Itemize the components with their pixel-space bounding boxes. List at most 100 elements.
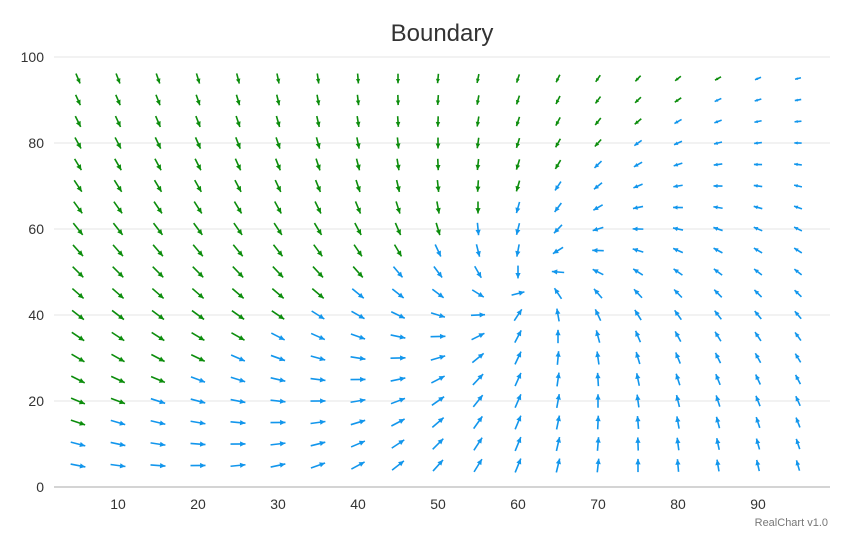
vector-arrow-head xyxy=(635,394,641,401)
vector-arrow xyxy=(475,222,481,236)
vector-arrow-head xyxy=(79,442,86,448)
vector-arrow-head xyxy=(198,335,205,341)
vector-arrow-head xyxy=(515,142,520,148)
vector-arrow-head xyxy=(516,458,522,465)
vector-arrow xyxy=(312,265,324,279)
vector-arrow xyxy=(351,310,365,320)
vector-arrow xyxy=(714,310,722,320)
vector-arrow xyxy=(435,95,441,105)
vector-arrow xyxy=(515,159,521,170)
vector-arrow xyxy=(114,158,122,171)
vector-arrow-head xyxy=(714,310,720,317)
vector-arrow-head xyxy=(555,458,561,465)
vector-arrow xyxy=(232,266,244,278)
vector-arrow-head xyxy=(477,374,484,380)
vector-arrow xyxy=(515,137,521,149)
vector-arrow-head xyxy=(77,250,84,257)
vector-arrow xyxy=(753,247,763,254)
vector-arrow-head xyxy=(395,78,401,84)
vector-arrow-head xyxy=(633,162,639,167)
vector-arrow xyxy=(152,266,164,278)
vector-arrow-head xyxy=(158,377,165,383)
vector-arrow xyxy=(390,334,406,340)
y-tick-label: 60 xyxy=(28,221,44,237)
vector-arrow xyxy=(555,329,561,344)
vector-arrow-head xyxy=(595,99,600,104)
vector-arrow-head xyxy=(116,164,122,171)
vector-arrow-head xyxy=(396,250,402,257)
vector-arrow-head xyxy=(279,398,286,404)
vector-arrow-head xyxy=(714,120,719,124)
vector-arrow-head xyxy=(476,271,482,278)
vector-arrow-head xyxy=(675,373,681,380)
vector-arrow-head xyxy=(359,419,366,425)
vector-arrow-head xyxy=(395,186,401,192)
vector-arrow xyxy=(794,141,802,145)
vector-arrow-head xyxy=(555,437,561,443)
vector-arrow-head xyxy=(356,207,361,214)
vector-arrow xyxy=(471,352,485,364)
vector-arrow-head xyxy=(675,77,679,81)
vector-arrow-head xyxy=(592,269,599,275)
vector-arrow-head xyxy=(199,377,206,383)
vector-arrow xyxy=(152,244,164,257)
vector-arrow xyxy=(592,247,604,253)
vector-arrow-head xyxy=(713,205,718,210)
vector-arrow-head xyxy=(795,396,800,402)
vector-arrow-head xyxy=(320,398,326,404)
vector-arrow xyxy=(674,330,682,343)
vector-arrow-head xyxy=(673,184,678,189)
vector-arrow-head xyxy=(551,269,558,275)
vector-arrow xyxy=(714,97,722,103)
vector-arrow-head xyxy=(515,250,521,257)
vector-arrow-head xyxy=(794,269,799,274)
vector-arrow-head xyxy=(595,120,600,126)
vector-arrow-head xyxy=(634,120,639,125)
vector-arrow-head xyxy=(199,399,206,405)
vector-arrow xyxy=(190,420,206,426)
vector-arrow-head xyxy=(157,271,164,278)
y-tick-label: 40 xyxy=(28,307,44,323)
vector-arrow xyxy=(672,226,684,232)
vector-arrow-head xyxy=(437,459,444,466)
vector-arrow xyxy=(394,222,402,236)
vector-arrow-head xyxy=(515,273,521,279)
vector-arrow xyxy=(555,351,561,365)
vector-arrow xyxy=(594,117,602,126)
vector-arrow-head xyxy=(77,292,84,299)
vector-arrow xyxy=(634,330,642,343)
vector-arrow xyxy=(75,73,81,84)
vector-arrow xyxy=(274,201,282,214)
vector-arrow xyxy=(632,205,644,210)
vector-arrow-head xyxy=(196,207,202,214)
vector-arrow xyxy=(715,437,721,451)
vector-arrow-head xyxy=(317,292,324,299)
vector-arrow-head xyxy=(235,121,241,127)
vector-arrow xyxy=(555,308,561,322)
vector-arrow-head xyxy=(795,438,801,445)
vector-arrow xyxy=(430,312,446,319)
vector-arrow xyxy=(795,460,801,471)
vector-arrow xyxy=(552,246,564,255)
arrow-layer xyxy=(70,73,803,473)
vector-arrow xyxy=(435,116,441,127)
vector-arrow-head xyxy=(315,164,321,171)
vector-arrow xyxy=(115,94,121,106)
vector-arrow xyxy=(270,398,286,404)
vector-arrow-head xyxy=(198,314,205,320)
vector-arrow xyxy=(473,437,483,451)
vector-arrow xyxy=(350,398,366,404)
vector-arrow xyxy=(634,96,642,104)
vector-arrow xyxy=(433,266,443,278)
vector-arrow-head xyxy=(438,396,445,402)
vector-arrow xyxy=(593,182,603,190)
vector-arrow-head xyxy=(754,141,758,145)
vector-arrow-head xyxy=(316,250,323,257)
vector-arrow xyxy=(435,222,441,236)
vector-arrow xyxy=(555,415,561,430)
vector-arrow xyxy=(155,73,161,84)
vector-arrow xyxy=(553,224,563,234)
vector-arrow-head xyxy=(435,121,441,127)
vector-arrow-head xyxy=(753,184,758,188)
vector-arrow-head xyxy=(476,437,483,444)
